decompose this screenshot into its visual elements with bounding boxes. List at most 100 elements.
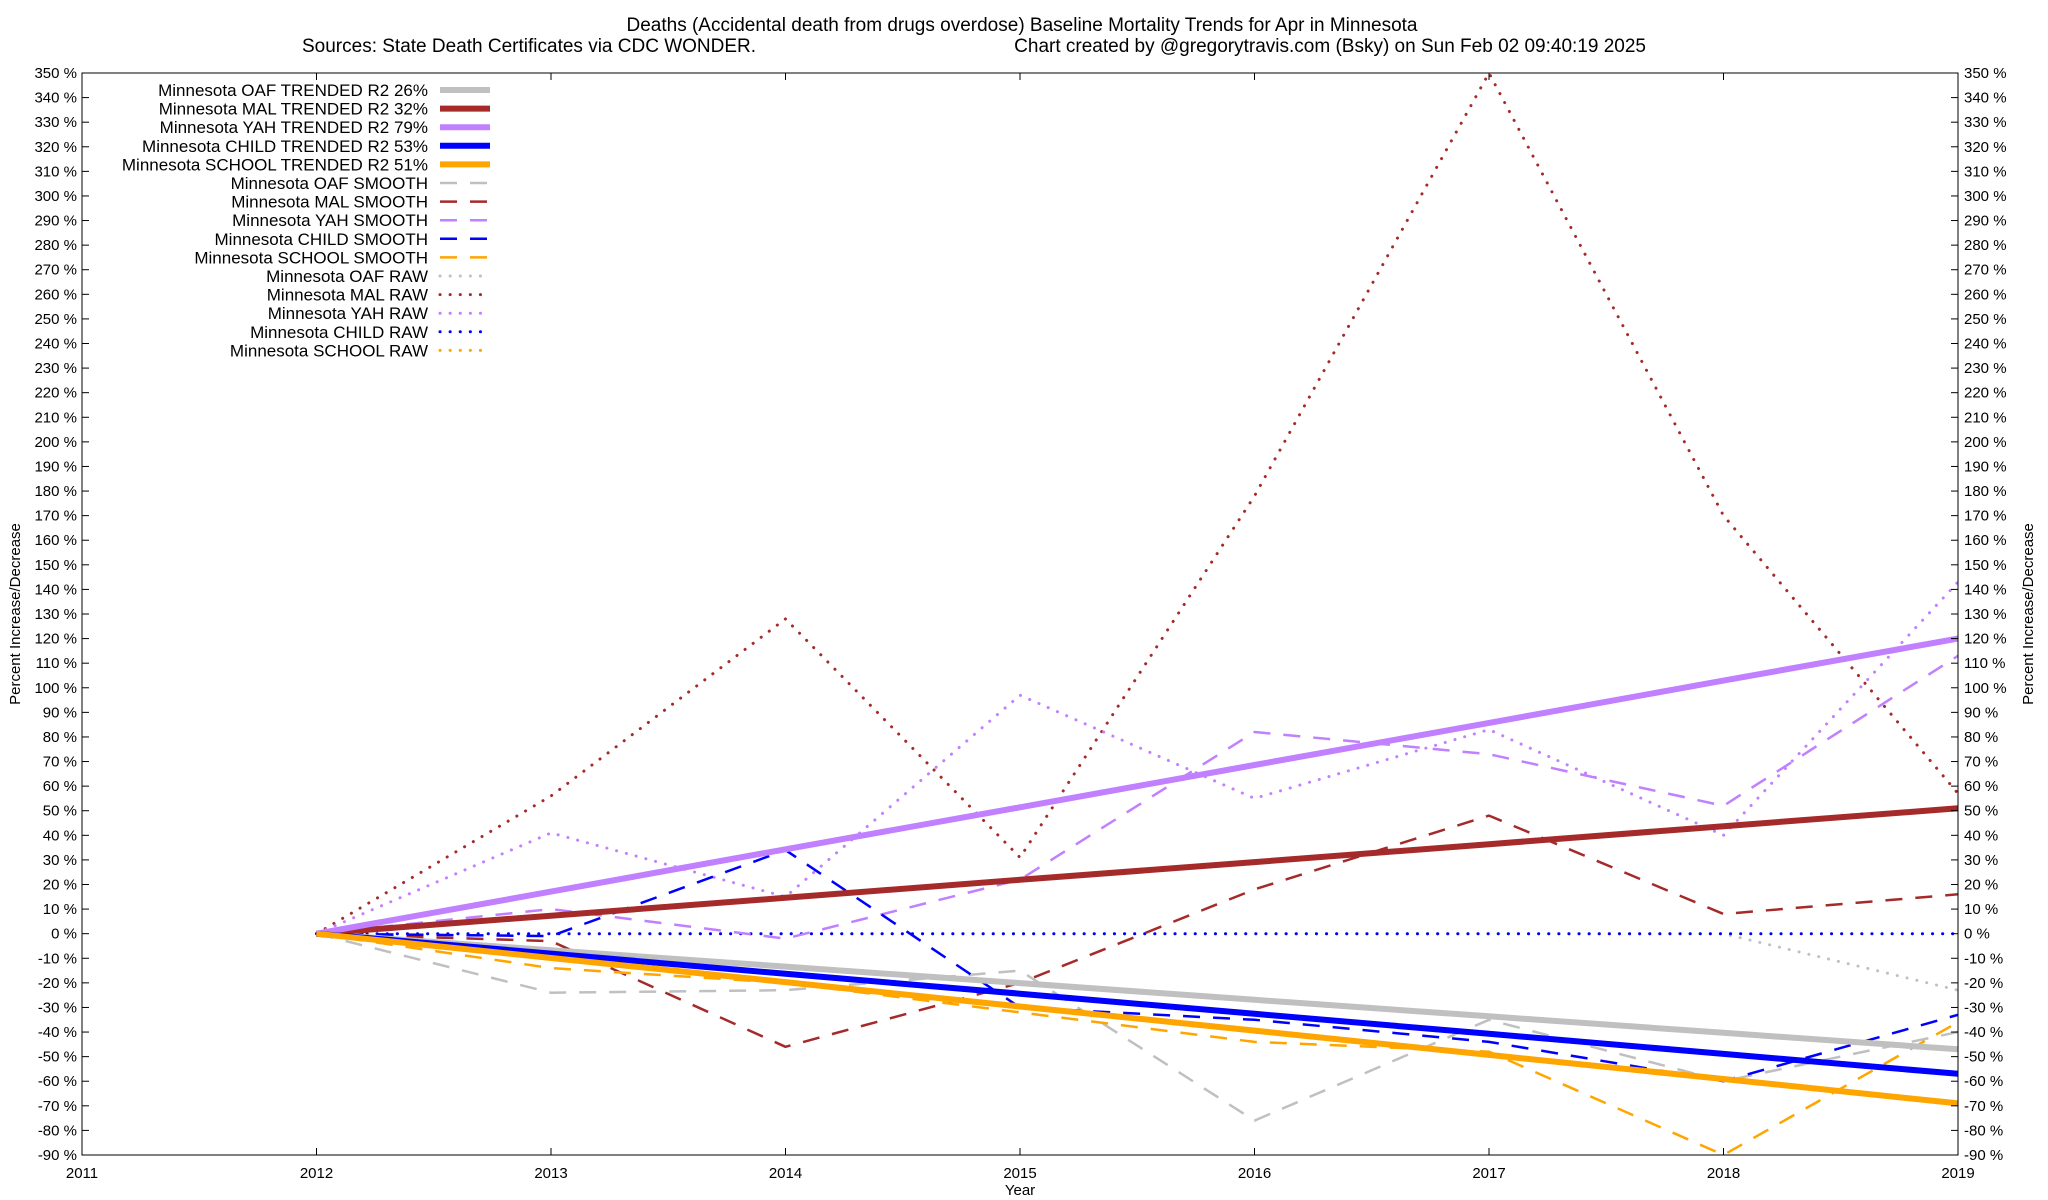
x-axis-label: Year	[1005, 1182, 1035, 1199]
y-tick-label-right: 310 %	[1964, 163, 2007, 180]
y-tick-label-right: 150 %	[1964, 557, 2007, 574]
y-tick-label-left: 200 %	[34, 434, 77, 451]
y-tick-label-left: 140 %	[34, 581, 77, 598]
legend-label: Minnesota OAF RAW	[266, 267, 428, 286]
y-tick-label-left: 20 %	[43, 877, 77, 894]
y-tick-label-left: 300 %	[34, 188, 77, 205]
y-tick-label-right: 250 %	[1964, 311, 2007, 328]
y-axis-label-right: Percent Increase/Decrease	[2020, 523, 2037, 705]
series-line-minnesota-mal-raw	[315, 71, 1960, 936]
y-tick-label-right: 260 %	[1964, 286, 2007, 303]
y-tick-label-left: 50 %	[43, 803, 77, 820]
x-tick-label: 2018	[1707, 1165, 1740, 1182]
y-tick-label-right: 280 %	[1964, 237, 2007, 254]
x-tick-label: 2017	[1472, 1165, 1505, 1182]
x-tick-label: 2014	[769, 1165, 802, 1182]
y-tick-label-right: 70 %	[1964, 754, 1998, 771]
y-tick-label-left: 230 %	[34, 360, 77, 377]
y-tick-label-left: 110 %	[36, 655, 77, 672]
legend-label: Minnesota SCHOOL RAW	[230, 341, 428, 360]
legend-label: Minnesota YAH TRENDED R2 79%	[160, 118, 428, 137]
y-tick-label-right: 80 %	[1964, 729, 1998, 746]
y-tick-label-right: 240 %	[1964, 336, 2007, 353]
y-tick-label-left: -50 %	[38, 1049, 77, 1066]
y-tick-label-left: 270 %	[34, 262, 77, 279]
y-tick-label-left: 0 %	[51, 926, 77, 943]
y-tick-label-right: 10 %	[1964, 901, 1998, 918]
y-tick-label-left: -10 %	[38, 950, 77, 967]
y-tick-label-left: 120 %	[34, 631, 77, 648]
legend-label: Minnesota CHILD TRENDED R2 53%	[142, 137, 428, 156]
y-tick-label-right: 320 %	[1964, 139, 2007, 156]
x-tick-label: 2015	[1003, 1165, 1036, 1182]
y-tick-label-right: 20 %	[1964, 877, 1998, 894]
y-tick-label-right: 30 %	[1964, 852, 1998, 869]
y-tick-label-right: 130 %	[1964, 606, 2007, 623]
legend-label: Minnesota MAL SMOOTH	[231, 193, 428, 212]
y-tick-label-right: -70 %	[1964, 1098, 2003, 1115]
y-tick-label-left: 80 %	[43, 729, 77, 746]
y-tick-label-right: 120 %	[1964, 631, 2007, 648]
y-tick-label-right: 340 %	[1964, 90, 2007, 107]
y-tick-label-left: -70 %	[38, 1098, 77, 1115]
legend-label: Minnesota CHILD RAW	[250, 323, 428, 342]
y-tick-label-right: -50 %	[1964, 1049, 2003, 1066]
y-tick-label-right: -10 %	[1964, 950, 2003, 967]
y-tick-label-left: -20 %	[38, 975, 77, 992]
series-line-minnesota-yah-smooth	[316, 654, 1959, 940]
y-tick-label-left: 10 %	[43, 901, 77, 918]
y-tick-label-left: 290 %	[34, 213, 77, 230]
y-tick-label-left: -40 %	[38, 1024, 77, 1041]
y-tick-label-right: 200 %	[1964, 434, 2007, 451]
y-tick-label-right: 270 %	[1964, 262, 2007, 279]
y-tick-label-right: 330 %	[1964, 114, 2007, 131]
y-tick-label-right: -60 %	[1964, 1073, 2003, 1090]
y-tick-label-right: -20 %	[1964, 975, 2003, 992]
y-tick-label-left: 30 %	[43, 852, 77, 869]
legend-label: Minnesota YAH SMOOTH	[232, 211, 428, 230]
y-tick-label-left: -80 %	[38, 1122, 77, 1139]
y-tick-label-left: 240 %	[34, 336, 77, 353]
y-tick-label-right: 50 %	[1964, 803, 1998, 820]
y-tick-label-left: -90 %	[38, 1147, 77, 1164]
y-tick-label-right: 350 %	[1964, 65, 2007, 82]
legend: Minnesota OAF TRENDED R2 26%Minnesota MA…	[122, 81, 492, 360]
y-tick-label-left: 40 %	[43, 827, 77, 844]
legend-label: Minnesota SCHOOL SMOOTH	[194, 248, 428, 267]
y-tick-label-left: 330 %	[34, 114, 77, 131]
series-line-minnesota-oaf-smooth	[316, 932, 1959, 1122]
y-tick-label-right: 160 %	[1964, 532, 2007, 549]
chart-source-note: Sources: State Death Certificates via CD…	[302, 36, 756, 57]
legend-label: Minnesota YAH RAW	[268, 304, 428, 323]
y-tick-label-left: 130 %	[34, 606, 77, 623]
series-line-minnesota-oaf-trended-r2-26	[316, 930, 1959, 1053]
series-line-minnesota-yah-trended-r2-79	[315, 635, 1959, 937]
y-tick-label-left: 220 %	[34, 385, 77, 402]
chart-title: Deaths (Accidental death from drugs over…	[627, 15, 1418, 36]
x-tick-label: 2012	[300, 1165, 333, 1182]
y-tick-label-right: 110 %	[1964, 655, 2005, 672]
x-tick-label: 2016	[1238, 1165, 1271, 1182]
y-tick-label-left: -30 %	[38, 999, 77, 1016]
series-line-minnesota-school-trended-r2-51	[316, 930, 1959, 1107]
axis-ticks: -90 % -90 % -80 % -80 % -70 % -70 % -60 % -60 %…	[34, 65, 2006, 1182]
y-tick-label-right: 60 %	[1964, 778, 1998, 795]
legend-label: Minnesota CHILD SMOOTH	[215, 230, 429, 249]
legend-label: Minnesota SCHOOL TRENDED R2 51%	[122, 155, 428, 174]
y-tick-label-right: 290 %	[1964, 213, 2007, 230]
y-tick-label-left: 280 %	[34, 237, 77, 254]
y-tick-label-right: 0 %	[1964, 926, 1990, 943]
y-tick-label-left: 340 %	[34, 90, 77, 107]
y-tick-label-right: -30 %	[1964, 999, 2003, 1016]
y-tick-label-left: 90 %	[43, 704, 77, 721]
y-tick-label-left: 260 %	[34, 286, 77, 303]
series-line-minnesota-child-trended-r2-53	[316, 930, 1959, 1077]
y-tick-label-right: 300 %	[1964, 188, 2007, 205]
y-tick-label-right: 180 %	[1964, 483, 2007, 500]
y-tick-label-left: 170 %	[34, 508, 77, 525]
chart-credit-note: Chart created by @gregorytravis.com (Bsk…	[1014, 36, 1646, 57]
y-tick-label-left: 70 %	[43, 754, 77, 771]
y-tick-label-right: 220 %	[1964, 385, 2007, 402]
y-tick-label-left: -60 %	[38, 1073, 77, 1090]
y-tick-label-left: 320 %	[34, 139, 77, 156]
